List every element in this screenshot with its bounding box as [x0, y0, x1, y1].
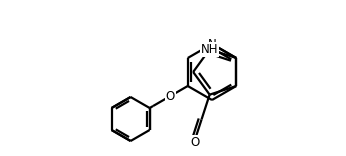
- Text: N: N: [208, 37, 216, 51]
- Text: O: O: [191, 136, 200, 149]
- Text: NH: NH: [201, 43, 218, 56]
- Text: O: O: [166, 90, 175, 102]
